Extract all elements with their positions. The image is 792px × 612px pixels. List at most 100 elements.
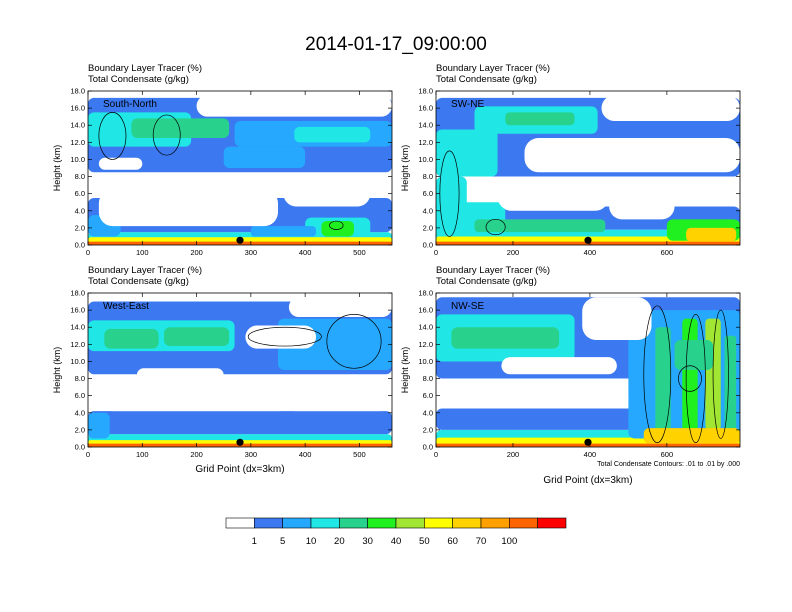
tracer-region (674, 340, 714, 370)
colorbar-swatch (424, 517, 453, 529)
colorbar-swatch (254, 517, 283, 529)
cross-section-label: West-East (103, 301, 149, 312)
plot-frame (87, 90, 393, 246)
y-tick-label: 12.0 (70, 138, 85, 147)
x-tick-label: 400 (584, 450, 597, 459)
clear-region (501, 357, 617, 375)
x-tick-label: 500 (353, 248, 366, 257)
x-tick-label: 100 (136, 248, 149, 257)
panel-west-east: Boundary Layer Tracer (%)Total Condensat… (52, 265, 393, 475)
colorbar-label: 10 (306, 536, 317, 547)
x-axis-label: Grid Point (dx=3km) (195, 464, 284, 475)
x-axis-label: Grid Point (dx=3km) (543, 475, 632, 486)
x-tick-label: 400 (299, 450, 312, 459)
plot-area (436, 293, 740, 447)
x-tick-label: 200 (507, 248, 520, 257)
y-tick-label: 8.0 (75, 374, 85, 383)
y-tick-label: 0.0 (423, 241, 433, 250)
clear-region (524, 138, 740, 173)
colorbar-label: 5 (280, 536, 285, 547)
y-axis-label: Height (km) (52, 347, 62, 394)
x-tick-label: 200 (190, 248, 203, 257)
colorbar-swatch (509, 517, 538, 529)
condensate-contour (678, 365, 702, 392)
tracer-region (451, 327, 560, 349)
cross-section-label: SW-NE (451, 99, 484, 110)
colorbar-swatch (395, 517, 425, 529)
y-tick-label: 4.0 (423, 408, 433, 417)
plot-frame (435, 292, 741, 448)
colorbar-swatch (339, 517, 368, 529)
panel-field-subtitle: Total Condensate (g/kg) (88, 74, 189, 85)
cross-section-label: South-North (103, 99, 157, 110)
clear-region (283, 180, 371, 207)
y-tick-label: 2.0 (75, 425, 85, 434)
tracer-region (643, 428, 740, 444)
clear-region (601, 95, 740, 121)
colorbar-label: 60 (447, 536, 458, 547)
x-tick-label: 400 (584, 248, 597, 257)
plot-area (88, 91, 392, 245)
y-axis-label: Height (km) (400, 347, 410, 394)
clear-region (196, 95, 392, 117)
x-tick-label: 200 (190, 450, 203, 459)
panels: Boundary Layer Tracer (%)Total Condensat… (52, 63, 741, 486)
x-tick-label: 600 (661, 248, 674, 257)
x-tick-label: 300 (245, 248, 258, 257)
colorbar-label: 20 (334, 536, 345, 547)
colorbar-swatch (480, 517, 510, 529)
y-tick-label: 0.0 (423, 443, 433, 452)
y-tick-label: 16.0 (418, 104, 433, 113)
x-tick-label: 0 (434, 248, 438, 257)
y-tick-label: 0.0 (75, 241, 85, 250)
y-tick-label: 4.0 (75, 206, 85, 215)
y-tick-label: 6.0 (75, 189, 85, 198)
colorbar-label: 30 (362, 536, 373, 547)
condensate-contour (247, 326, 322, 347)
y-tick-label: 8.0 (423, 172, 433, 181)
y-tick-label: 14.0 (70, 121, 85, 130)
x-tick-label: 100 (136, 450, 149, 459)
clear-region (283, 387, 392, 412)
x-tick-label: 500 (353, 450, 366, 459)
condensate-contour (326, 314, 382, 369)
main-title: 2014-01-17_09:00:00 (305, 34, 487, 55)
x-tick-label: 200 (507, 450, 520, 459)
tracer-region (164, 327, 230, 347)
panel-field-title: Boundary Layer Tracer (%) (436, 63, 550, 74)
colorbar-swatch (310, 517, 340, 529)
y-tick-label: 4.0 (75, 408, 85, 417)
tracer-region (505, 112, 575, 126)
condensate-contour (152, 114, 181, 156)
tracer-region (682, 318, 698, 439)
y-tick-label: 14.0 (418, 121, 433, 130)
colorbar-label: 50 (419, 536, 430, 547)
y-tick-label: 0.0 (75, 443, 85, 452)
colorbar-label: 40 (391, 536, 402, 547)
condensate-contour (329, 220, 344, 230)
panel-field-title: Boundary Layer Tracer (%) (436, 265, 550, 276)
panel-field-subtitle: Total Condensate (g/kg) (88, 276, 189, 287)
tracer-region (88, 412, 110, 439)
y-tick-label: 18.0 (418, 289, 433, 298)
x-tick-label: 300 (245, 450, 258, 459)
colorbar-swatch (282, 517, 312, 529)
colorbar-label: 1 (252, 536, 257, 547)
y-tick-label: 2.0 (75, 223, 85, 232)
clear-region (98, 157, 143, 170)
condensate-contour (485, 218, 506, 236)
colorbar-swatch (537, 517, 567, 529)
panel-field-title: Boundary Layer Tracer (%) (88, 265, 202, 276)
tracer-region (655, 327, 671, 439)
clear-region (98, 381, 295, 412)
contour-note: Total Condensate Contours: .01 to .01 by… (597, 461, 740, 468)
location-marker (236, 438, 244, 446)
clear-region (609, 193, 675, 220)
condensate-contour (98, 112, 127, 160)
clear-region (439, 378, 571, 409)
x-tick-label: 0 (86, 450, 90, 459)
y-tick-label: 6.0 (423, 391, 433, 400)
plot-frame (87, 292, 393, 448)
location-marker (584, 438, 592, 446)
y-tick-label: 2.0 (423, 425, 433, 434)
